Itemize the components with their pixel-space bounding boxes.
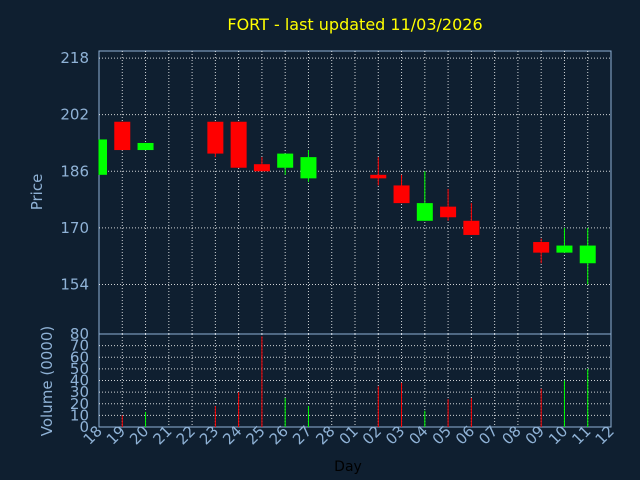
- candle-body: [253, 164, 270, 172]
- volume-tick-label: 0: [79, 418, 89, 436]
- price-tick-label: 186: [60, 162, 89, 180]
- candle-body: [463, 220, 480, 235]
- x-tick-labels: 1819202122232425262728010203040506070809…: [80, 422, 618, 448]
- volume-tick-label: 20: [70, 395, 89, 413]
- candle-body: [300, 157, 317, 179]
- volume-bars: [121, 336, 589, 427]
- chart-title: FORT - last updated 11/03/2026: [227, 15, 482, 34]
- volume-tick-label: 80: [70, 325, 89, 343]
- volume-tick-label: 10: [70, 406, 89, 424]
- price-axis-label: Price: [28, 174, 46, 211]
- volume-tick-label: 50: [70, 360, 89, 378]
- price-tick-label: 202: [60, 106, 89, 124]
- volume-tick-label: 40: [70, 372, 89, 390]
- price-tick-label: 154: [60, 275, 89, 293]
- price-tick-label: 170: [60, 219, 89, 237]
- volume-axis-label: Volume (0000): [38, 326, 56, 436]
- candle-body: [393, 185, 410, 204]
- candle-body: [556, 245, 573, 253]
- candle-body: [114, 121, 131, 151]
- candle-body: [416, 203, 433, 221]
- candle-body: [277, 153, 294, 168]
- price-tick-labels: 218 202 186 170 154: [60, 49, 89, 293]
- volume-tick-label: 70: [70, 337, 89, 355]
- candle-body: [370, 174, 387, 179]
- candle-body: [137, 142, 154, 151]
- candle-body: [230, 121, 247, 168]
- candle-body: [579, 245, 596, 264]
- x-tick-label: 12: [592, 422, 618, 448]
- candle-body: [533, 242, 550, 253]
- candle-body: [99, 139, 107, 175]
- x-axis-label: Day: [334, 459, 362, 475]
- candle-body: [207, 121, 224, 154]
- candle-body: [440, 206, 457, 218]
- candles: [98, 121, 596, 285]
- volume-tick-label: 60: [70, 348, 89, 366]
- grid-lines: [99, 51, 611, 427]
- volume-tick-label: 30: [70, 383, 89, 401]
- price-tick-label: 218: [60, 49, 89, 67]
